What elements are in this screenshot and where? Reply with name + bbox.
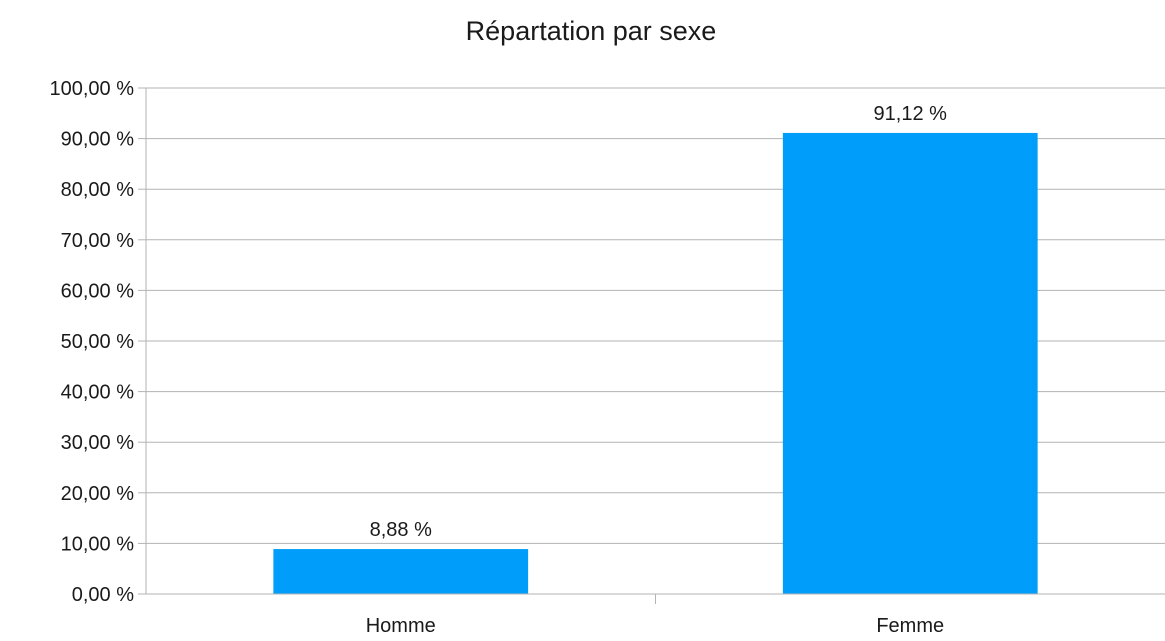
y-tick-label: 70,00 % bbox=[61, 230, 135, 252]
y-axis-ticks: 0,00 % 10,00 % 20,00 % 30,00 % 40,00 % 50,00 … bbox=[49, 78, 146, 606]
y-tick-label: 40,00 % bbox=[61, 382, 135, 404]
x-tick-label: Femme bbox=[876, 615, 944, 637]
data-label: 8,88 % bbox=[370, 519, 432, 541]
y-tick-label: 10,00 % bbox=[61, 533, 135, 555]
y-tick-label: 0,00 % bbox=[72, 584, 134, 606]
y-tick-label: 100,00 % bbox=[49, 78, 134, 100]
y-tick-label: 20,00 % bbox=[61, 483, 135, 505]
chart-title: Répartation par sexe bbox=[466, 16, 717, 46]
x-axis: Homme Femme bbox=[145, 88, 1165, 637]
y-tick-label: 90,00 % bbox=[61, 129, 135, 151]
y-tick-label: 30,00 % bbox=[61, 432, 135, 454]
y-tick-label: 50,00 % bbox=[61, 331, 135, 353]
bar-homme bbox=[273, 549, 529, 594]
y-tick-label: 60,00 % bbox=[61, 280, 135, 302]
gridlines bbox=[146, 87, 1165, 544]
bars: 8,88 % 91,12 % bbox=[273, 103, 1038, 594]
bar-femme bbox=[782, 132, 1038, 594]
x-tick-label: Homme bbox=[366, 615, 436, 637]
data-label: 91,12 % bbox=[874, 103, 948, 125]
y-tick-label: 80,00 % bbox=[61, 179, 135, 201]
